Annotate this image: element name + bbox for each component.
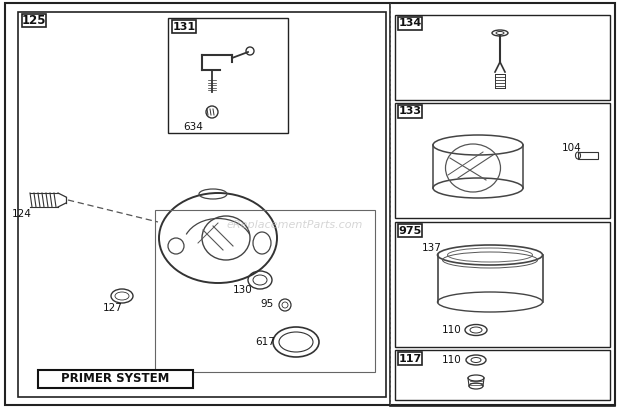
- Bar: [155, 210, 375, 372]
- Bar: [398, 105, 422, 118]
- Bar: [168, 18, 288, 133]
- Bar: [395, 103, 610, 218]
- Text: 95: 95: [260, 299, 273, 309]
- Bar: [38, 370, 193, 388]
- Text: 104: 104: [562, 143, 582, 153]
- Text: 117: 117: [399, 353, 422, 364]
- Text: 975: 975: [399, 225, 422, 236]
- Bar: [390, 3, 615, 406]
- Text: 125: 125: [22, 14, 46, 27]
- Bar: [22, 14, 46, 27]
- Bar: [398, 17, 422, 30]
- Text: 131: 131: [172, 22, 195, 31]
- Bar: [398, 224, 422, 237]
- Bar: [578, 152, 598, 159]
- Text: 634: 634: [183, 122, 203, 132]
- Text: eReplacementParts.com: eReplacementParts.com: [227, 220, 363, 230]
- Text: 137: 137: [422, 243, 442, 253]
- Bar: [172, 20, 196, 33]
- Bar: [395, 15, 610, 100]
- Text: 110: 110: [442, 325, 462, 335]
- Text: 617: 617: [255, 337, 275, 347]
- Text: 110: 110: [442, 355, 462, 365]
- Bar: [395, 350, 610, 400]
- Bar: [398, 352, 422, 365]
- Text: 130: 130: [233, 285, 253, 295]
- Text: 124: 124: [12, 209, 32, 219]
- Text: 133: 133: [399, 106, 422, 117]
- Text: 127: 127: [103, 303, 123, 313]
- Text: 134: 134: [399, 18, 422, 29]
- Text: PRIMER SYSTEM: PRIMER SYSTEM: [61, 373, 170, 386]
- Bar: [395, 222, 610, 347]
- Bar: [18, 12, 386, 397]
